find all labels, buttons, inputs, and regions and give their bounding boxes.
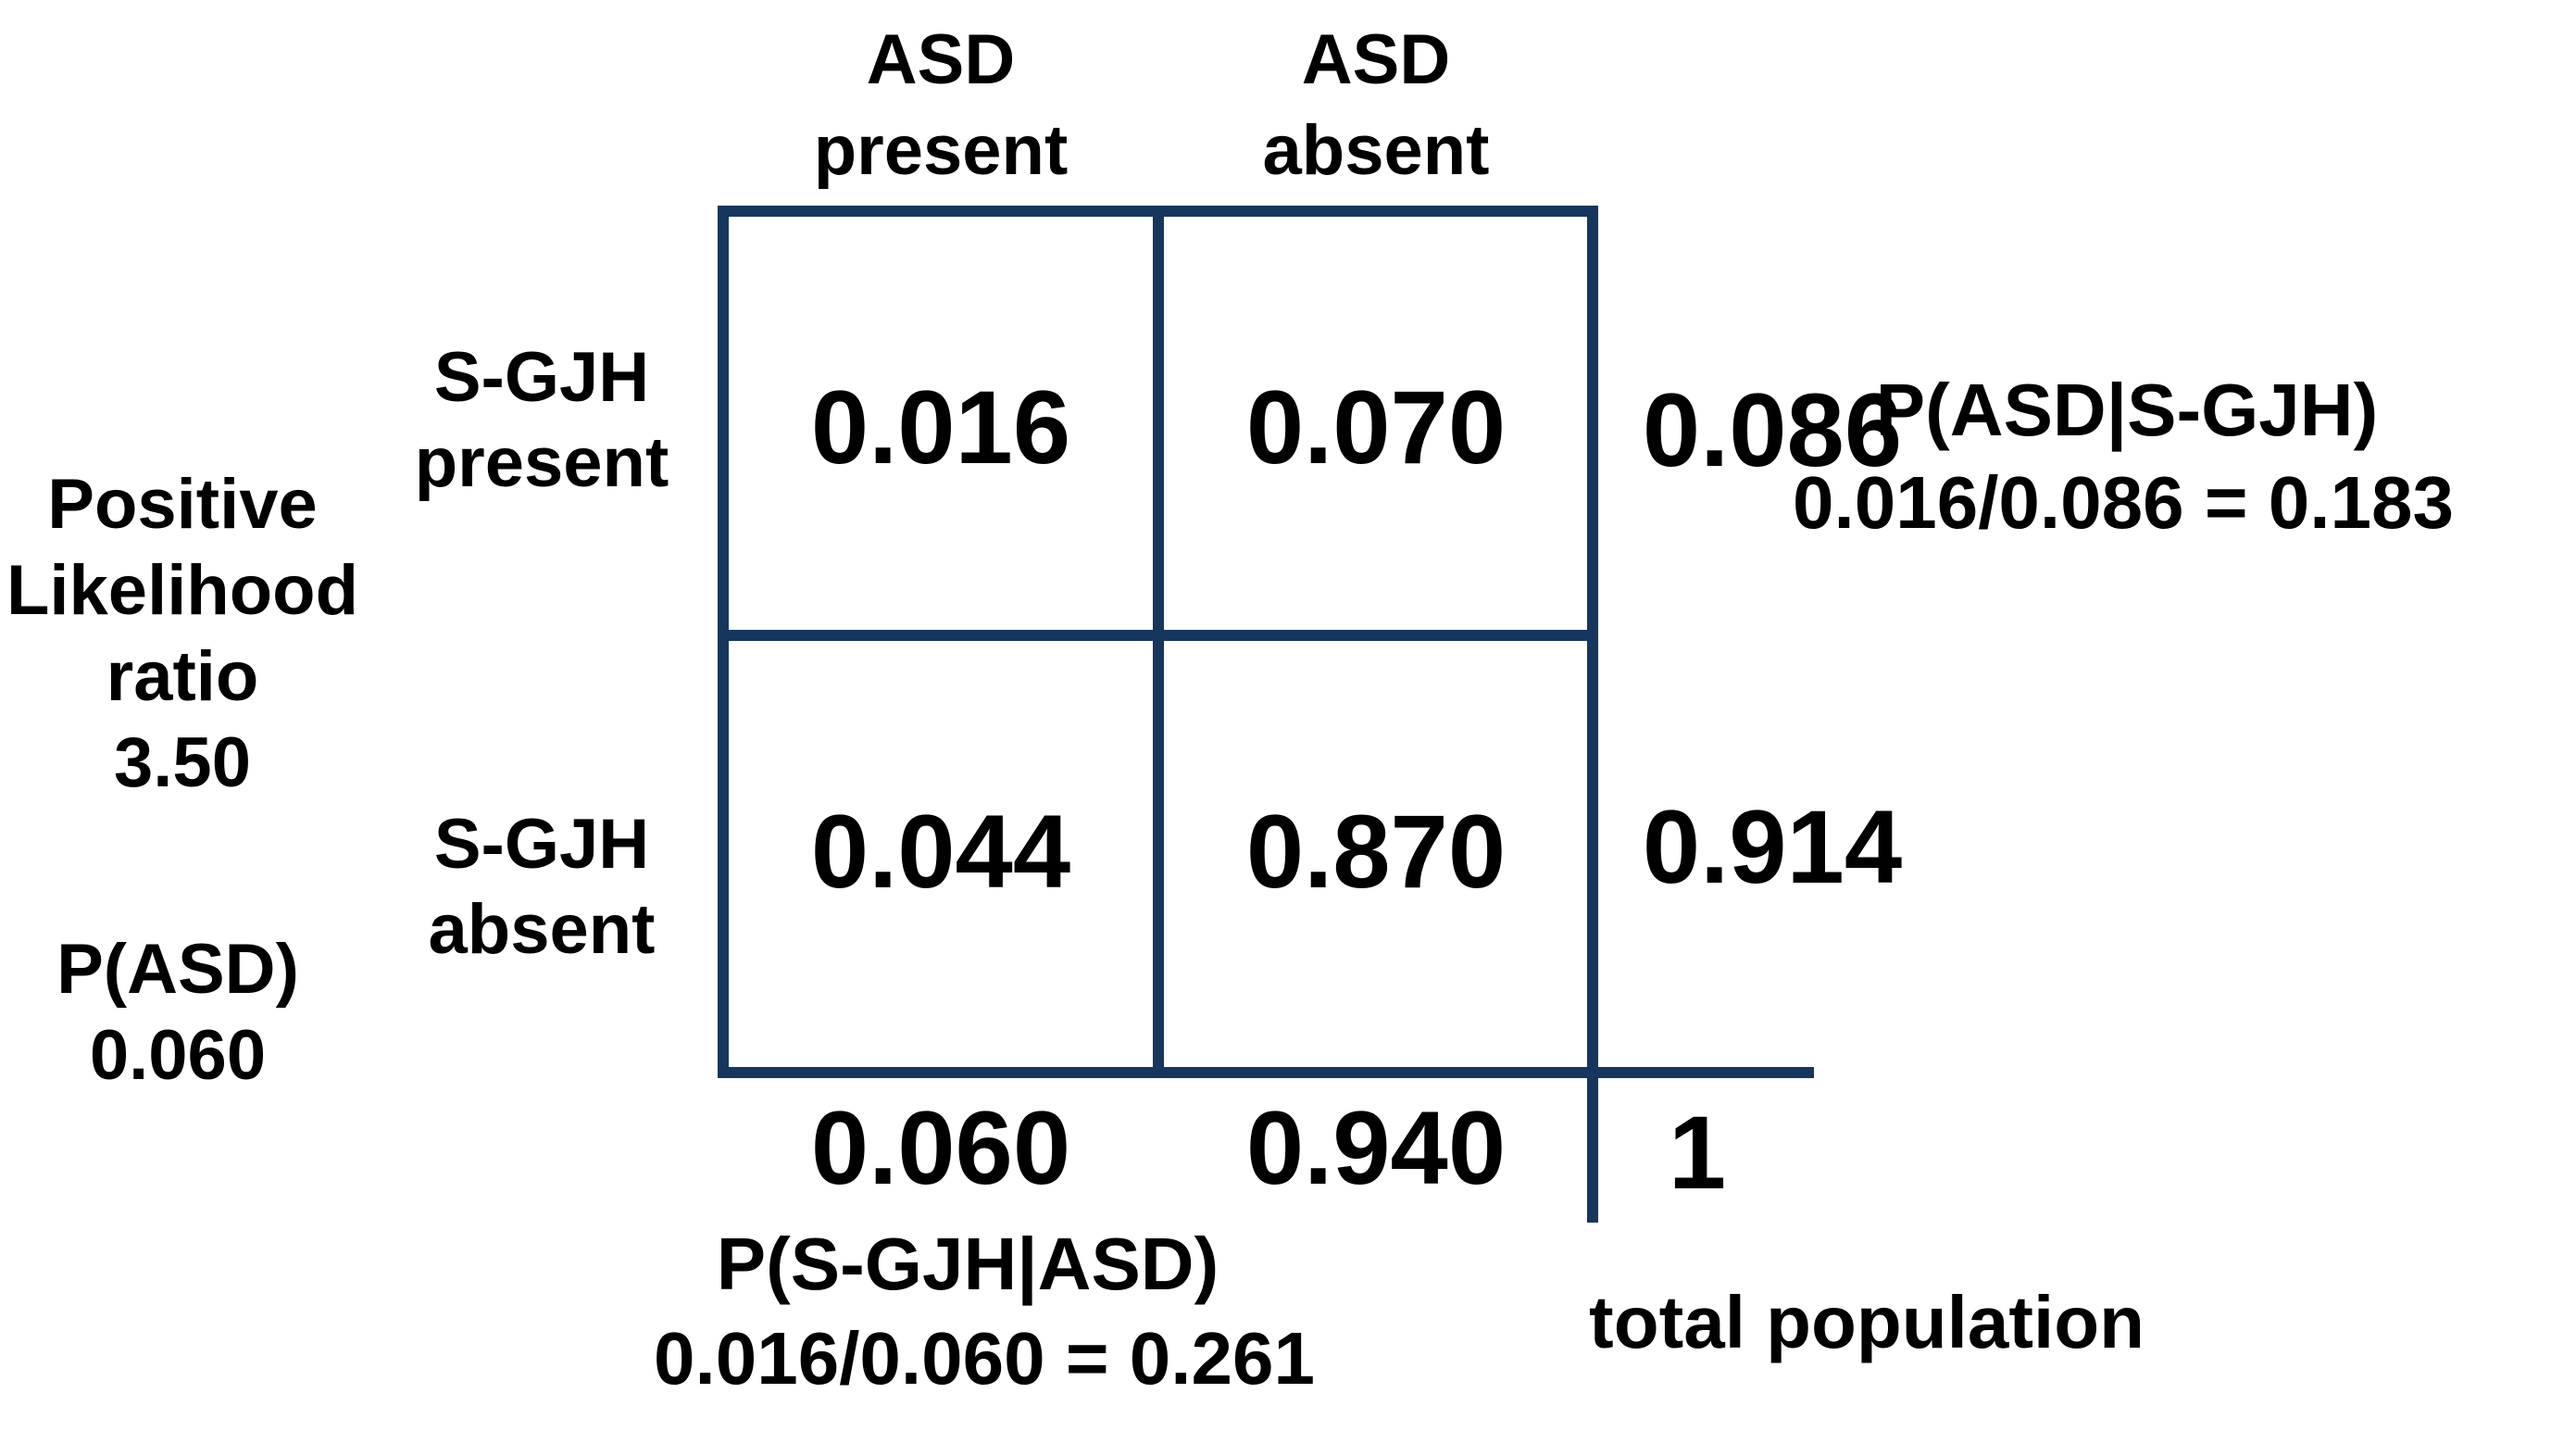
grid-middle-vertical-border [1153,206,1164,1078]
grid-middle-horizontal-border [718,630,1598,641]
col-header-asd-present-line2: present [813,111,1069,190]
col-header-asd-absent-line2: absent [1262,111,1490,190]
sensitivity-annotation-title: P(S-GJH|ASD) [716,1223,1219,1305]
ppv-annotation-title: P(ASD|S-GJH) [1875,369,2379,451]
row-header-sgjh-absent-line1: S-GJH [433,805,650,884]
positive-likelihood-ratio-line2: Likelihood [6,551,358,630]
row-total-sgjh-absent: 0.914 [1642,789,1903,905]
prior-probability-label: P(ASD) [56,930,299,1009]
col-total-asd-absent: 0.940 [1245,1090,1507,1206]
cell-sgjh-absent-asd-absent: 0.870 [1245,794,1507,910]
cell-sgjh-present-asd-present: 0.016 [810,370,1071,485]
sensitivity-annotation-formula: 0.016/0.060 = 0.261 [654,1317,1315,1400]
cell-sgjh-present-asd-absent: 0.070 [1245,370,1507,485]
grid-bottom-border [718,1067,1814,1078]
col-header-asd-present-line1: ASD [866,20,1016,99]
grand-total: 1 [1668,1095,1727,1211]
prior-probability-value: 0.060 [89,1016,267,1095]
total-population-label: total population [1589,1281,2145,1363]
positive-likelihood-ratio-value: 3.50 [114,723,251,802]
row-header-sgjh-present-line2: present [414,423,669,502]
col-total-asd-present: 0.060 [810,1090,1071,1206]
cell-sgjh-absent-asd-present: 0.044 [810,794,1071,910]
positive-likelihood-ratio-line1: Positive [47,465,318,544]
row-total-sgjh-present: 0.086 [1642,372,1903,488]
positive-likelihood-ratio-line3: ratio [106,637,259,716]
grid-left-border [718,206,729,1078]
col-header-asd-absent-line1: ASD [1301,20,1451,99]
grid-right-border [1587,206,1598,1223]
row-header-sgjh-present-line1: S-GJH [433,338,650,417]
ppv-annotation-formula: 0.016/0.086 = 0.183 [1793,461,2454,544]
row-header-sgjh-absent-line2: absent [428,890,656,969]
